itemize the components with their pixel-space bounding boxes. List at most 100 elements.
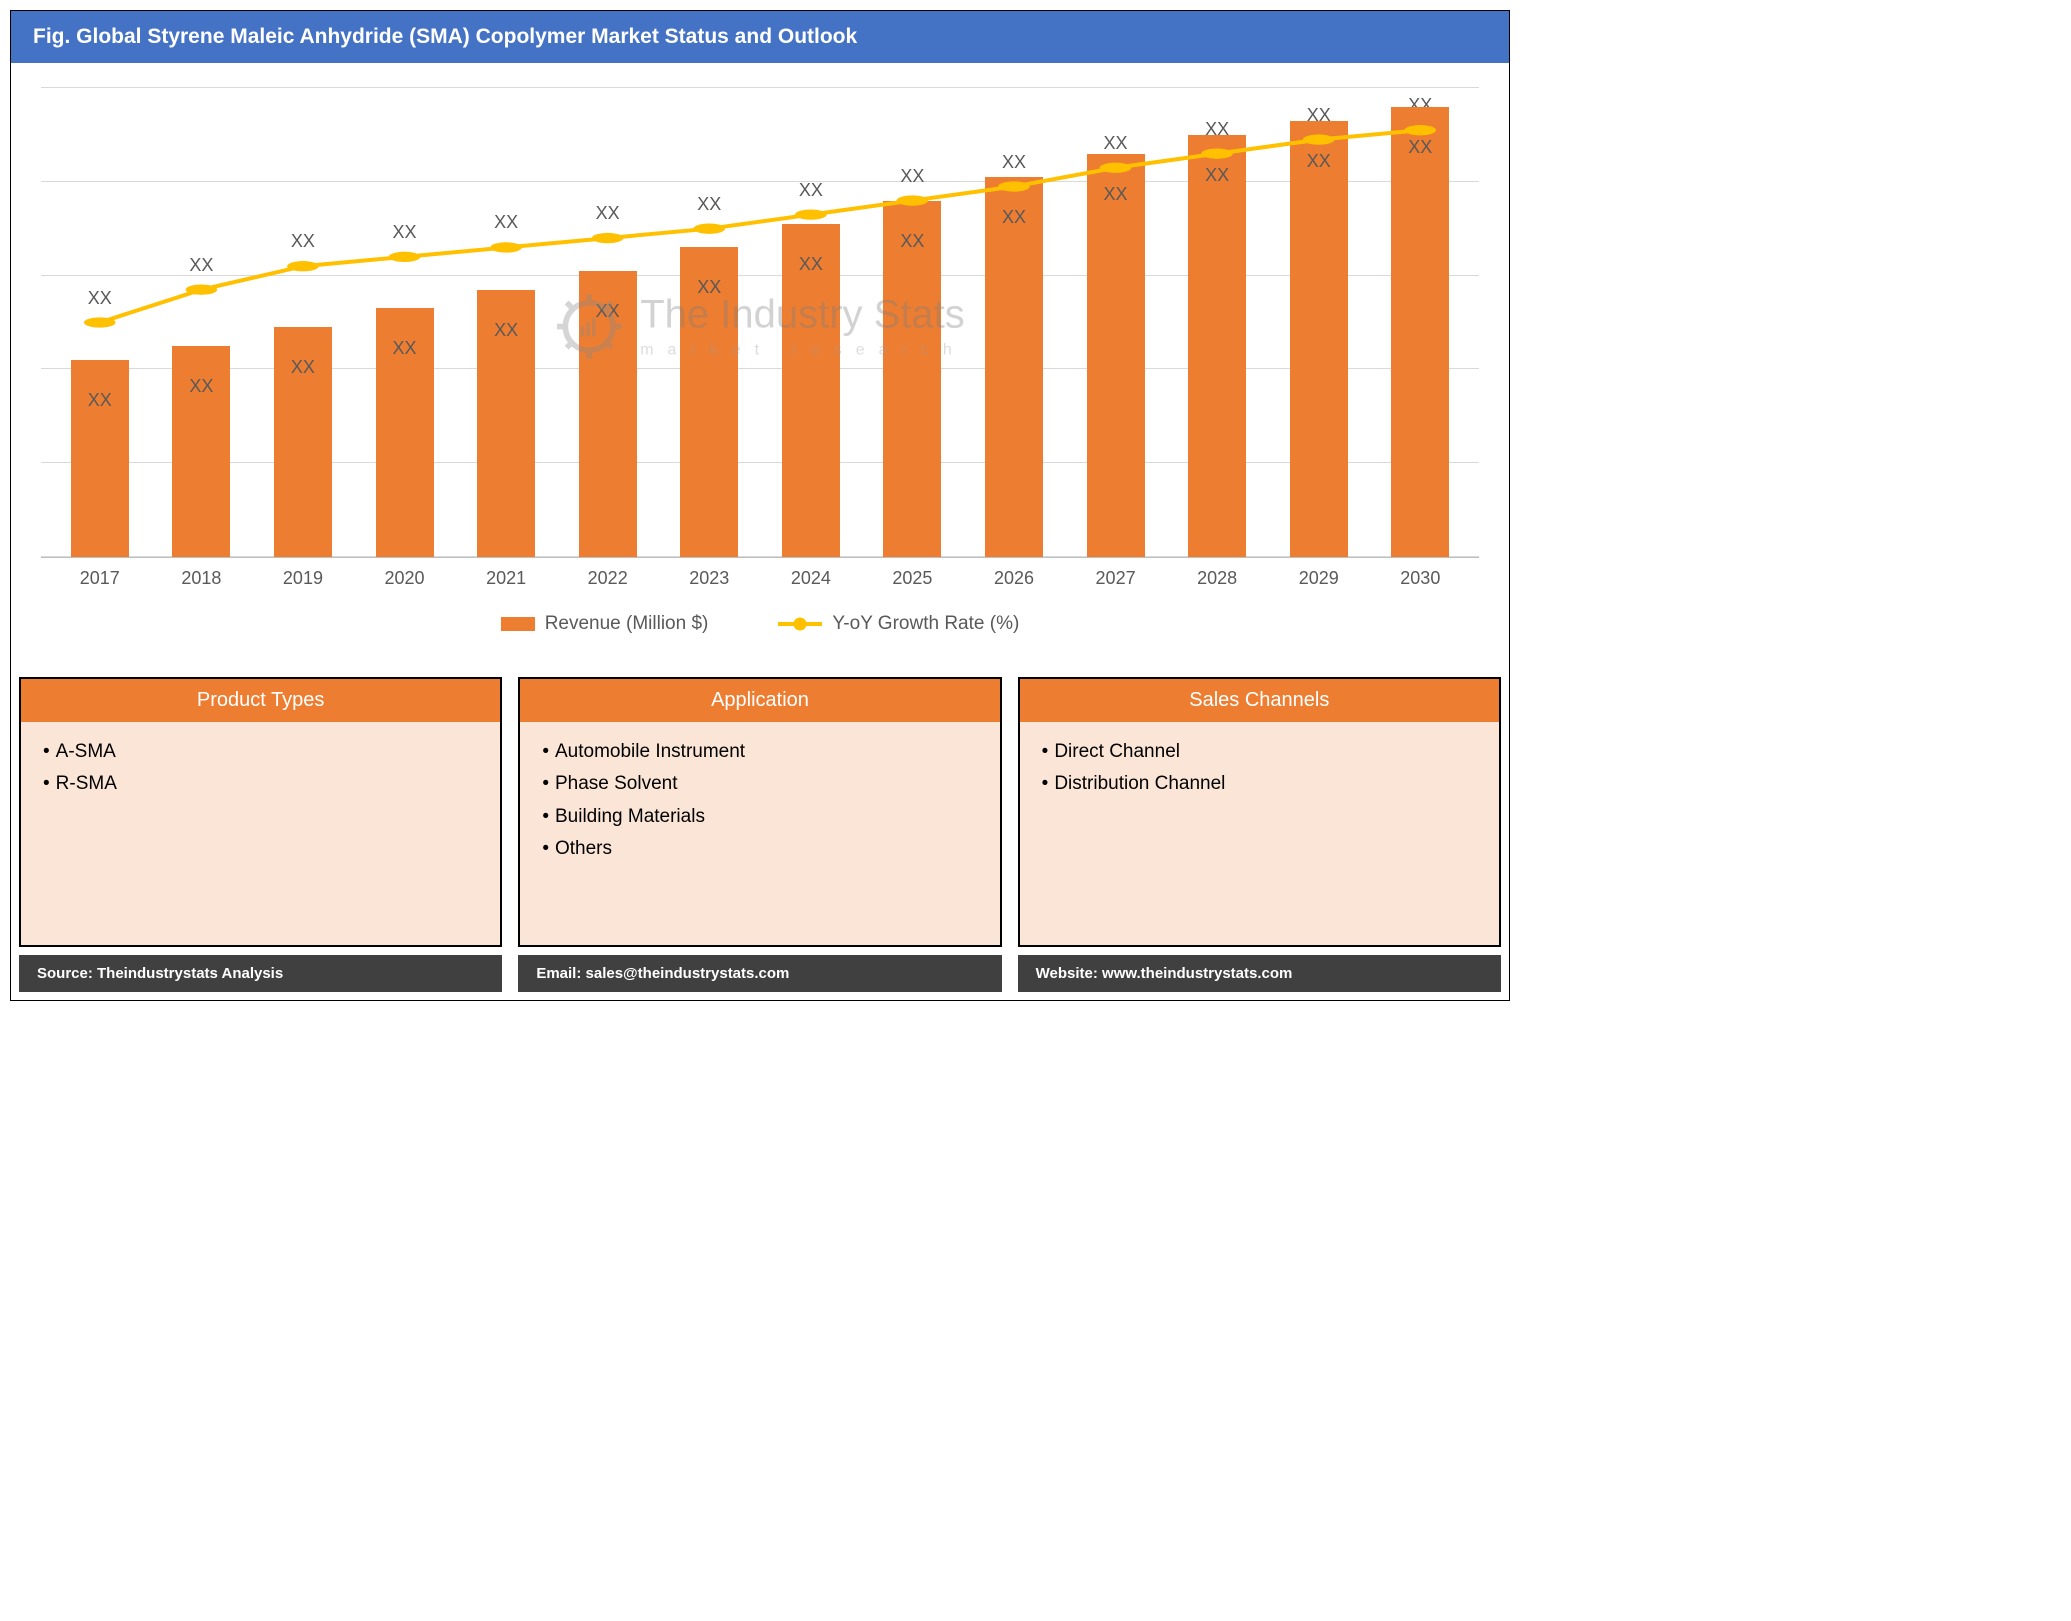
legend-bar-label: Revenue (Million $) <box>545 613 709 635</box>
x-tick-label: 2017 <box>49 568 151 589</box>
plot: XX XX XX XX XX XX XX XX XX XX XX XX XX XX XX XX XX XX XX XX… <box>41 88 1479 558</box>
x-tick-label: 2019 <box>252 568 354 589</box>
bar-slot: XX XX <box>557 88 659 557</box>
bar-slot: XXXX <box>1166 88 1268 557</box>
legend: Revenue (Million $) Y-oY Growth Rate (%) <box>41 589 1479 649</box>
line-value-label: XX <box>291 231 315 252</box>
revenue-bar: XX <box>1188 135 1246 557</box>
info-panel: Sales ChannelsDirect ChannelDistribution… <box>1018 677 1501 947</box>
revenue-bar: XX <box>985 177 1043 557</box>
x-tick-label: 2028 <box>1166 568 1268 589</box>
x-tick-label: 2024 <box>760 568 862 589</box>
bar-value-label: XX <box>494 320 518 341</box>
legend-growth: Y-oY Growth Rate (%) <box>778 613 1019 635</box>
bar-value-label: XX <box>88 390 112 411</box>
panel-item: Building Materials <box>542 801 977 833</box>
panel-item: Phase Solvent <box>542 768 977 800</box>
bar-slot: XX XX <box>252 88 354 557</box>
revenue-bar: XX <box>1087 154 1145 557</box>
chart-area: XX XX XX XX XX XX XX XX XX XX XX XX XX XX XX XX XX XX XX XX… <box>11 63 1509 669</box>
bar-value-label: XX <box>1307 151 1331 172</box>
bar-slot: XXXX <box>1268 88 1370 557</box>
bar-slot: XXXX <box>1370 88 1472 557</box>
panel-item: Others <box>542 833 977 865</box>
x-tick-label: 2025 <box>862 568 964 589</box>
bar-value-label: XX <box>1205 165 1229 186</box>
panel-item: Distribution Channel <box>1042 768 1477 800</box>
revenue-bar: XX <box>883 201 941 557</box>
x-tick-label: 2020 <box>354 568 456 589</box>
info-panel: ApplicationAutomobile InstrumentPhase So… <box>518 677 1001 947</box>
revenue-bar: XX <box>71 360 129 557</box>
x-tick-label: 2030 <box>1370 568 1472 589</box>
x-tick-label: 2022 <box>557 568 659 589</box>
revenue-bar: XX <box>274 327 332 557</box>
revenue-bar: XX <box>680 247 738 557</box>
revenue-bar: XX <box>1391 107 1449 557</box>
x-axis: 2017201820192020202120222023202420252026… <box>41 558 1479 589</box>
bar-value-label: XX <box>393 338 417 359</box>
panel-item: R-SMA <box>43 768 478 800</box>
report-figure: Fig. Global Styrene Maleic Anhydride (SM… <box>10 10 1510 1001</box>
panel-header: Product Types <box>21 679 500 722</box>
panel-item: Direct Channel <box>1042 736 1477 768</box>
panel-header: Sales Channels <box>1020 679 1499 722</box>
line-value-label: XX <box>494 212 518 233</box>
panel-item: A-SMA <box>43 736 478 768</box>
legend-bar-swatch <box>501 617 535 631</box>
bar-value-label: XX <box>1104 184 1128 205</box>
bar-value-label: XX <box>1408 137 1432 158</box>
revenue-bar: XX <box>1290 121 1348 557</box>
bar-slot: XX XX <box>49 88 151 557</box>
revenue-bar: XX <box>376 308 434 557</box>
bar-slot: XX XX <box>963 88 1065 557</box>
revenue-bar: XX <box>579 271 637 557</box>
bar-value-label: XX <box>697 277 721 298</box>
bar-value-label: XX <box>291 357 315 378</box>
line-value-label: XX <box>88 288 112 309</box>
line-value-label: XX <box>1002 152 1026 173</box>
bar-value-label: XX <box>799 254 823 275</box>
x-tick-label: 2029 <box>1268 568 1370 589</box>
bar-slot: XX XX <box>151 88 253 557</box>
info-panel: Product TypesA-SMAR-SMA <box>19 677 502 947</box>
revenue-bar: XX <box>172 346 230 557</box>
bar-value-label: XX <box>900 231 924 252</box>
x-tick-label: 2027 <box>1065 568 1167 589</box>
x-tick-label: 2021 <box>455 568 557 589</box>
bars-row: XX XX XX XX XX XX XX XX XX XX XX XX XX XX XX XX XX XX XX XX… <box>41 88 1479 557</box>
bar-value-label: XX <box>596 301 620 322</box>
revenue-bar: XX <box>477 290 535 557</box>
footer-source: Source: Theindustrystats Analysis <box>19 955 502 992</box>
panel-body: Automobile InstrumentPhase SolventBuildi… <box>520 722 999 879</box>
panel-header: Application <box>520 679 999 722</box>
x-tick-label: 2023 <box>658 568 760 589</box>
bar-slot: XX XX <box>455 88 557 557</box>
bar-slot: XX XX <box>354 88 456 557</box>
line-value-label: XX <box>1104 133 1128 154</box>
figure-title: Fig. Global Styrene Maleic Anhydride (SM… <box>11 11 1509 63</box>
panel-body: A-SMAR-SMA <box>21 722 500 815</box>
x-tick-label: 2018 <box>151 568 253 589</box>
panel-body: Direct ChannelDistribution Channel <box>1020 722 1499 815</box>
bar-slot: XX XX <box>862 88 964 557</box>
line-value-label: XX <box>596 203 620 224</box>
line-value-label: XX <box>697 194 721 215</box>
footer-website: Website: www.theindustrystats.com <box>1018 955 1501 992</box>
line-value-label: XX <box>799 180 823 201</box>
line-value-label: XX <box>900 166 924 187</box>
panels-row: Product TypesA-SMAR-SMAApplicationAutomo… <box>11 669 1509 955</box>
bar-slot: XX XX <box>760 88 862 557</box>
x-tick-label: 2026 <box>963 568 1065 589</box>
line-value-label: XX <box>189 255 213 276</box>
bar-value-label: XX <box>1002 207 1026 228</box>
revenue-bar: XX <box>782 224 840 557</box>
bar-slot: XX XX <box>658 88 760 557</box>
legend-line-label: Y-oY Growth Rate (%) <box>832 613 1019 635</box>
footer: Source: Theindustrystats Analysis Email:… <box>11 955 1509 1000</box>
bar-slot: XX XX <box>1065 88 1167 557</box>
legend-revenue: Revenue (Million $) <box>501 613 709 635</box>
bar-value-label: XX <box>189 376 213 397</box>
line-value-label: XX <box>393 222 417 243</box>
footer-email: Email: sales@theindustrystats.com <box>518 955 1001 992</box>
